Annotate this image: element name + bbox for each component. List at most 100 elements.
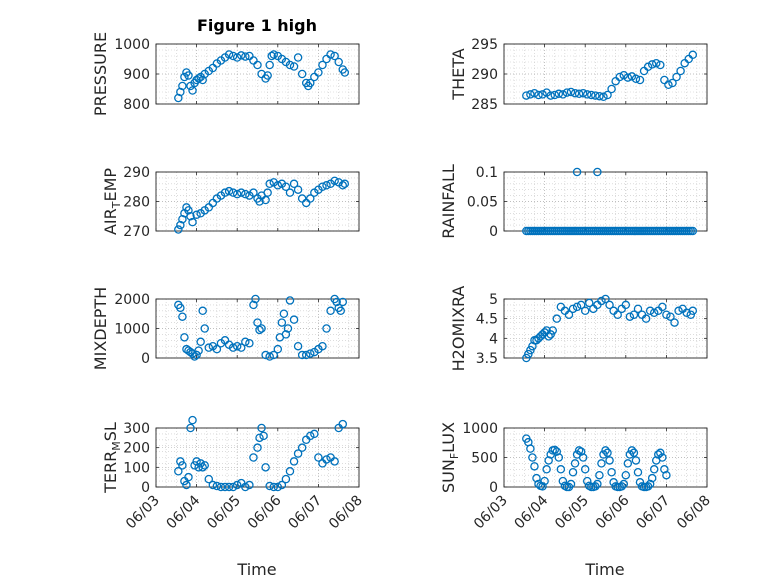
data-point — [273, 344, 283, 354]
data-point — [617, 482, 626, 491]
data-point — [645, 479, 655, 489]
data-point — [601, 294, 610, 304]
data-point — [241, 337, 250, 347]
data-point — [196, 337, 205, 347]
data-point — [603, 90, 612, 100]
data-point — [526, 444, 535, 453]
y-axis-label: MIXDEPTH — [91, 287, 110, 370]
y-tick-label: 900 — [123, 67, 150, 83]
data-point — [528, 453, 537, 462]
data-point — [310, 429, 319, 439]
data-point — [528, 341, 537, 351]
data-point — [601, 446, 610, 455]
y-tick-label: 4 — [489, 331, 498, 347]
y-axis-label: RAINFALL — [439, 164, 458, 239]
y-tick-label: 100 — [123, 460, 150, 476]
y-tick-label: 4.5 — [476, 312, 498, 328]
data-point — [340, 179, 350, 189]
data-point — [576, 447, 586, 456]
data-point — [330, 457, 339, 466]
data-point — [656, 60, 665, 70]
data-point — [574, 89, 584, 99]
subplot-rainfall: 0 0.05 0.1 RAINFALL — [439, 164, 708, 240]
data-point — [330, 176, 339, 186]
series-markers — [522, 294, 698, 363]
data-point — [212, 481, 222, 491]
data-point — [289, 457, 299, 466]
data-point — [249, 300, 258, 310]
data-point — [332, 297, 341, 307]
data-point — [281, 330, 291, 339]
data-point — [283, 324, 293, 333]
data-point — [647, 60, 657, 69]
y-tick-label: 0 — [141, 351, 150, 367]
data-point — [633, 467, 643, 477]
data-point — [625, 312, 635, 321]
data-point — [631, 456, 641, 465]
data-point — [253, 318, 262, 327]
y-tick-label: 3.5 — [476, 351, 498, 367]
data-point — [623, 459, 633, 468]
data-point — [192, 350, 201, 360]
data-point — [289, 62, 299, 71]
data-point — [666, 312, 675, 321]
data-point — [658, 302, 667, 312]
data-point — [237, 188, 246, 197]
data-point — [220, 188, 230, 197]
data-point — [255, 433, 264, 443]
data-point — [241, 189, 250, 199]
data-point — [259, 431, 268, 441]
data-point — [593, 479, 602, 489]
data-point — [532, 473, 541, 483]
data-point — [652, 58, 661, 68]
data-point — [607, 467, 616, 477]
data-point — [188, 86, 197, 95]
data-point — [192, 210, 201, 220]
data-point — [660, 465, 669, 474]
data-point — [293, 449, 303, 458]
y-tick-label: 800 — [123, 97, 150, 113]
data-point — [224, 50, 234, 59]
data-point — [273, 181, 283, 190]
data-point — [263, 71, 272, 80]
data-point — [550, 90, 560, 100]
y-tick-label: 285 — [471, 97, 498, 113]
data-point — [587, 90, 596, 100]
data-point — [552, 314, 562, 323]
data-point — [281, 474, 291, 484]
data-point — [538, 90, 547, 99]
data-point — [180, 72, 189, 82]
data-point — [627, 446, 637, 455]
y-axis-label: H2OMIXRA — [449, 286, 468, 372]
data-point — [605, 300, 614, 310]
y-axis-label: PRESSURE — [91, 32, 110, 116]
data-point — [643, 482, 653, 491]
y-tick-label: 0 — [141, 480, 150, 496]
data-point — [688, 306, 698, 316]
data-point — [186, 423, 195, 433]
data-point — [285, 467, 295, 476]
data-point — [649, 465, 659, 474]
data-point — [670, 318, 679, 327]
figure-title: Figure 1 high — [197, 16, 317, 35]
data-point — [645, 306, 655, 316]
data-point — [568, 304, 578, 314]
data-point — [649, 308, 659, 318]
data-point — [605, 456, 614, 465]
data-point — [245, 480, 254, 490]
data-point — [570, 459, 580, 468]
data-point — [198, 306, 207, 316]
data-point — [285, 188, 295, 197]
data-point — [249, 188, 258, 197]
data-point — [556, 465, 566, 474]
data-point — [267, 51, 276, 61]
data-point — [572, 167, 582, 177]
y-tick-label: 1000 — [462, 421, 498, 437]
data-point — [249, 453, 258, 462]
data-point — [186, 211, 195, 221]
data-point — [237, 51, 246, 60]
data-point — [595, 470, 604, 480]
data-point — [232, 53, 242, 62]
